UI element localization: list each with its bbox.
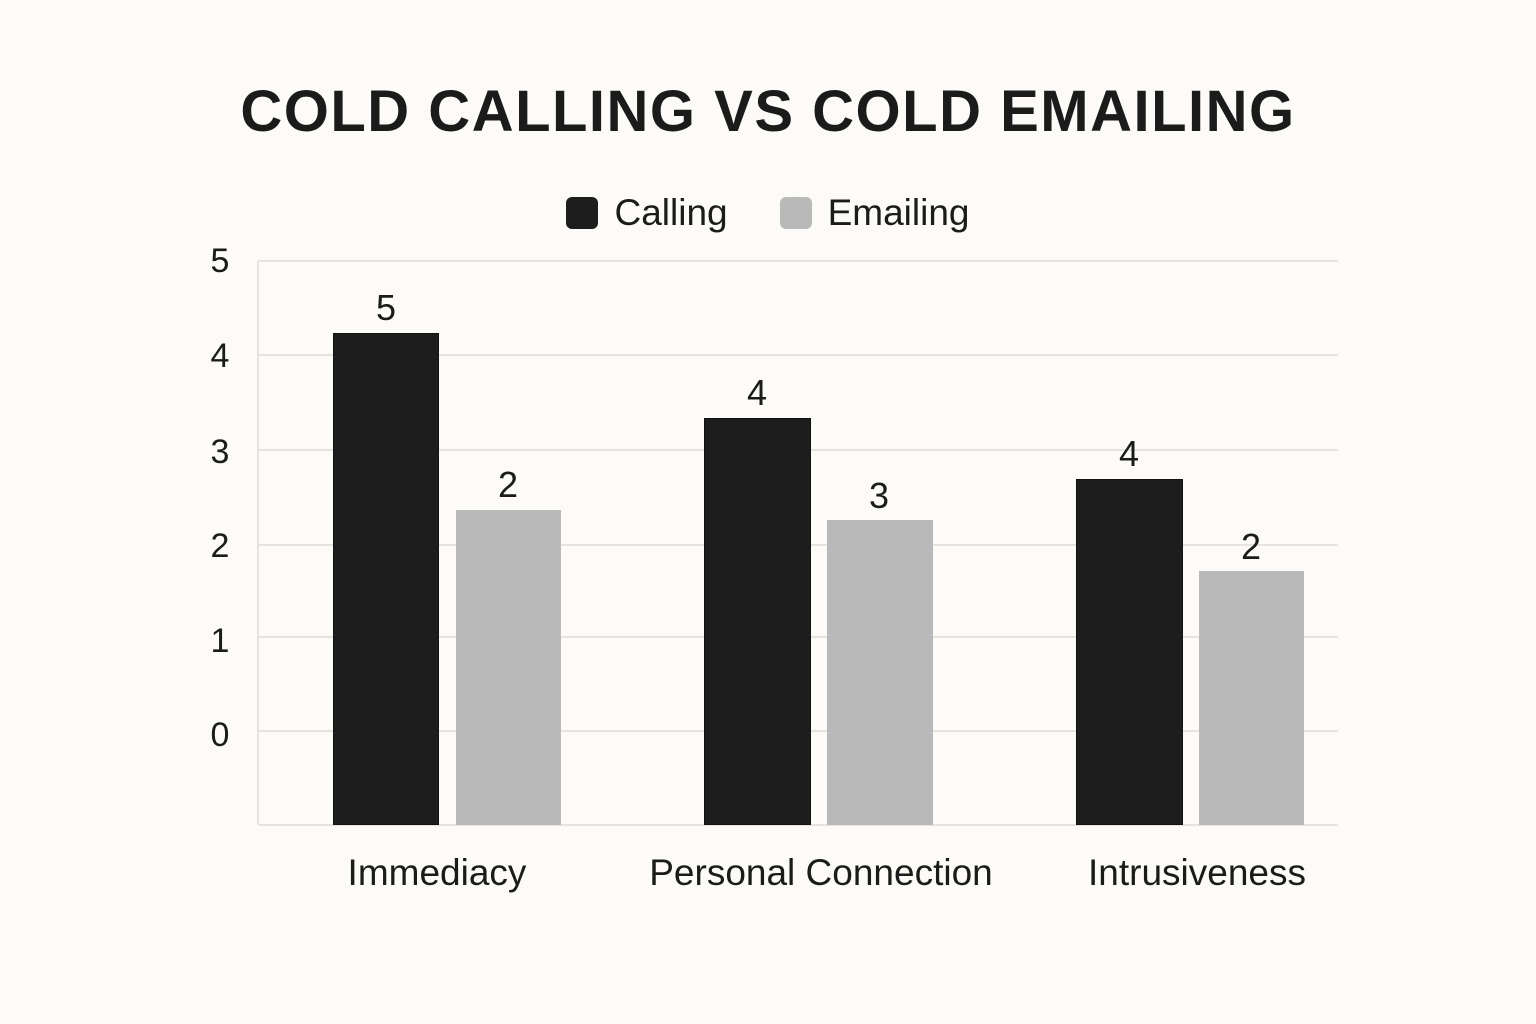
y-tick-0: 0 xyxy=(210,716,230,754)
value-label-personal-connection-calling: 4 xyxy=(746,372,768,413)
x-label-intrusiveness: Intrusiveness xyxy=(1088,852,1306,893)
y-tick-2: 2 xyxy=(210,527,230,565)
value-label-immediacy-emailing: 2 xyxy=(497,464,519,505)
value-label-immediacy-calling: 5 xyxy=(375,287,397,328)
bar-immediacy-calling[interactable] xyxy=(333,333,439,825)
legend: Calling Emailing xyxy=(0,192,1536,234)
legend-item-emailing[interactable]: Emailing xyxy=(779,192,970,234)
bar-personal-connection-calling[interactable] xyxy=(704,418,811,825)
legend-label-emailing: Emailing xyxy=(827,192,970,233)
bar-immediacy-emailing[interactable] xyxy=(456,510,561,825)
y-tick-1: 1 xyxy=(210,622,230,660)
bar-personal-connection-emailing[interactable] xyxy=(827,520,933,825)
legend-label-calling: Calling xyxy=(614,192,728,233)
gridline-4 xyxy=(259,354,1338,356)
bar-intrusiveness-calling[interactable] xyxy=(1076,479,1183,825)
legend-item-calling[interactable]: Calling xyxy=(566,192,728,234)
y-tick-3: 3 xyxy=(210,433,230,471)
gridline-5 xyxy=(259,260,1338,262)
y-tick-4: 4 xyxy=(210,337,230,375)
y-tick-5: 5 xyxy=(210,242,230,280)
value-label-personal-connection-emailing: 3 xyxy=(868,475,890,516)
chart-title: COLD CALLING VS COLD EMAILING xyxy=(240,79,1296,144)
calling-swatch-icon xyxy=(566,197,599,229)
x-axis-line xyxy=(259,824,1338,826)
emailing-swatch-icon xyxy=(779,197,812,229)
value-label-intrusiveness-calling: 4 xyxy=(1118,433,1140,474)
value-label-intrusiveness-emailing: 2 xyxy=(1240,526,1262,567)
x-label-personal-connection: Personal Connection xyxy=(649,852,993,893)
bar-intrusiveness-emailing[interactable] xyxy=(1199,571,1304,825)
x-label-immediacy: Immediacy xyxy=(347,852,527,893)
